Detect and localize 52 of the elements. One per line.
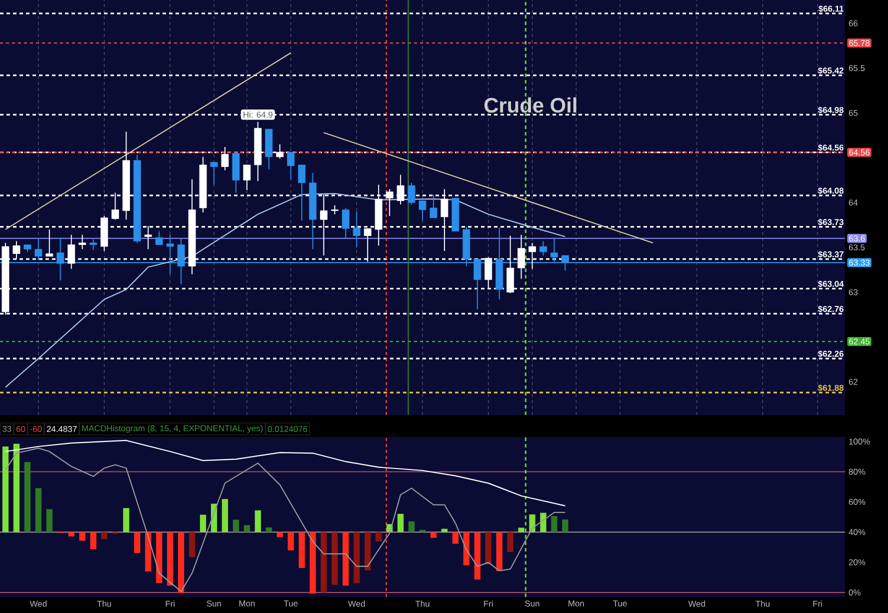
ref-line-label: $66.11 xyxy=(818,5,844,12)
y-tick-label: 63.5 xyxy=(848,244,865,250)
x-tick-label: Mon xyxy=(239,600,255,606)
x-tick-label: Fri xyxy=(813,600,822,607)
y-tick-label: 20% xyxy=(848,559,866,566)
y-tick-label: 60% xyxy=(848,498,866,505)
text: 60 xyxy=(16,426,26,432)
x-tick-label: Sun xyxy=(206,600,221,607)
ref-line-label: $62.26 xyxy=(818,350,844,358)
ref-line-label: 64.56 xyxy=(849,149,870,156)
y-tick-label: 80% xyxy=(848,468,866,475)
ref-line-label: $62.76 xyxy=(818,306,844,313)
y-tick-label: 65.5 xyxy=(848,65,865,72)
text: 24.4837 xyxy=(46,426,77,432)
x-tick-label: Sun xyxy=(525,600,540,607)
x-tick-label: Fri xyxy=(166,600,174,607)
ref-line-label: 62.45 xyxy=(849,338,870,344)
ref-line-label: $63.04 xyxy=(818,280,844,288)
x-tick-label: Thu xyxy=(97,600,111,607)
y-tick-label: 100% xyxy=(849,438,870,445)
ref-line-label: $65.42 xyxy=(818,67,844,74)
ref-line-label: $64.08 xyxy=(818,187,844,194)
annotation: Hi: 64.9 xyxy=(244,111,272,118)
x-tick-label: Thu xyxy=(415,600,430,607)
y-tick-label: 65 xyxy=(848,110,858,116)
y-tick-label: 66 xyxy=(848,20,858,26)
text: MACDHistogram (8, 15, 4, EXPONENTIAL, yes) xyxy=(82,425,263,433)
x-tick-label: Wed xyxy=(30,600,46,607)
y-tick-label: 40% xyxy=(848,529,866,536)
text: -60 xyxy=(30,426,42,432)
y-tick-label: 62 xyxy=(848,378,858,385)
text: 33 xyxy=(2,426,12,432)
ref-line-label: $64.56 xyxy=(818,144,844,152)
x-tick-label: Tue xyxy=(613,600,627,606)
x-tick-label: Thu xyxy=(756,600,770,607)
y-tick-label: 64 xyxy=(848,200,858,206)
x-tick-label: Wed xyxy=(688,600,705,607)
y-tick-label: 0% xyxy=(848,589,860,596)
ref-line-label: $61.88 xyxy=(818,384,844,392)
x-tick-label: Fri xyxy=(484,600,493,607)
ref-line-label: $63.37 xyxy=(818,250,844,258)
y-tick-label: 63 xyxy=(848,289,858,296)
ref-line-label: 65.78 xyxy=(849,40,870,46)
text: Crude Oil xyxy=(484,97,576,113)
ref-line-label: $63.73 xyxy=(818,218,844,226)
text: 0.0124076 xyxy=(268,426,308,432)
x-tick-label: Wed xyxy=(348,600,365,607)
ref-line-label: 63.33 xyxy=(849,260,870,266)
x-tick-label: Tue xyxy=(284,600,298,606)
ref-line-label: 63.6 xyxy=(849,235,865,242)
x-tick-label: Mon xyxy=(568,600,584,606)
ref-line-label: $64.98 xyxy=(818,106,844,114)
